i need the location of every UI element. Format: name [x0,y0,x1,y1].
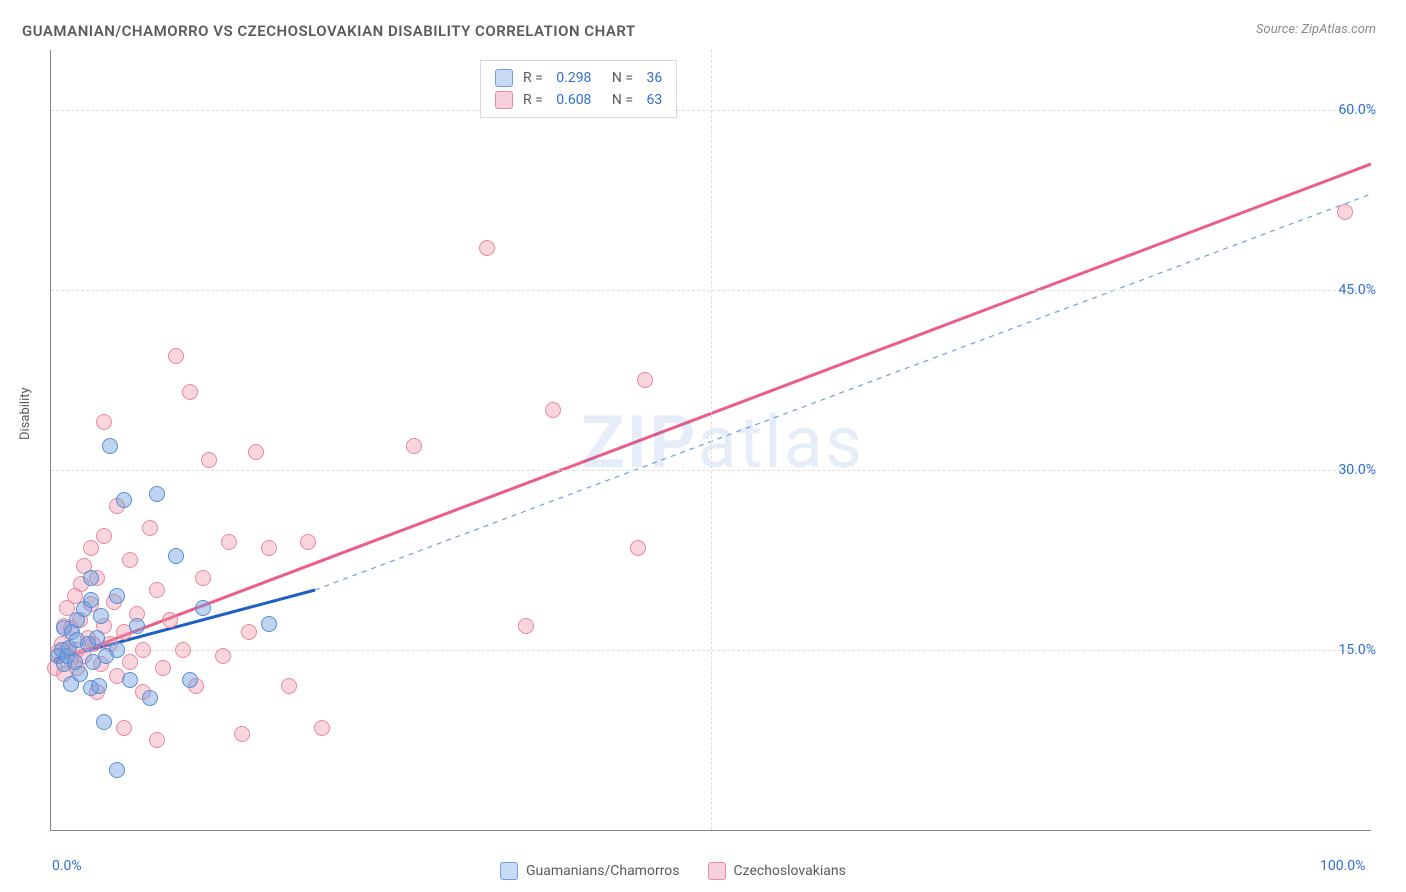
data-point [96,528,112,544]
data-point [168,548,184,564]
data-point [518,618,534,634]
legend-n-value: 63 [646,89,662,111]
data-point [122,654,138,670]
legend-r-value: 0.608 [556,89,591,111]
data-point [175,642,191,658]
data-point [96,414,112,430]
y-tick-label: 45.0% [1338,282,1376,298]
watermark: ZIPatlas [581,400,864,485]
legend-n-value: 36 [646,67,662,89]
data-point [93,608,109,624]
y-axis-label: Disability [18,387,33,440]
data-point [201,452,217,468]
legend-series-label: Czechoslovakians [734,863,846,879]
watermark-prefix: ZIP [581,400,697,485]
legend-swatch [495,69,513,87]
legend-swatch [708,862,726,880]
y-tick-label: 60.0% [1338,102,1376,118]
legend-correlation: R = 0.298 N = 36R = 0.608 N = 63 [480,60,677,118]
y-tick-label: 30.0% [1338,462,1376,478]
data-point [221,534,237,550]
data-point [116,492,132,508]
data-point [195,600,211,616]
data-point [116,720,132,736]
data-point [1337,204,1353,220]
data-point [149,486,165,502]
data-point [109,642,125,658]
data-point [234,726,250,742]
data-point [149,732,165,748]
data-point [109,762,125,778]
data-point [135,642,151,658]
legend-n-label: N = [601,89,636,111]
data-point [182,672,198,688]
chart-title: GUAMANIAN/CHAMORRO VS CZECHOSLOVAKIAN DI… [22,22,636,40]
data-point [545,402,561,418]
legend-r-label: R = [523,89,546,111]
data-point [162,612,178,628]
watermark-suffix: atlas [697,400,864,485]
data-point [261,616,277,632]
data-point [155,660,171,676]
data-point [248,444,264,460]
y-tick-label: 15.0% [1338,642,1376,658]
data-point [149,582,165,598]
legend-series-item: Guamanians/Chamorros [500,862,680,880]
data-point [195,570,211,586]
data-point [261,540,277,556]
data-point [102,438,118,454]
x-tick-label: 100.0% [1320,858,1365,874]
data-point [142,690,158,706]
legend-r-label: R = [523,67,546,89]
x-tick-label: 0.0% [52,858,82,874]
data-point [630,540,646,556]
data-point [182,384,198,400]
legend-series: Guamanians/Chamorros Czechoslovakians [500,862,846,880]
data-point [89,630,105,646]
legend-swatch [495,91,513,109]
data-point [406,438,422,454]
data-point [215,648,231,664]
data-point [281,678,297,694]
plot-area: ZIPatlas [50,50,1371,831]
data-point [168,348,184,364]
legend-series-item: Czechoslovakians [708,862,846,880]
data-point [241,624,257,640]
data-point [637,372,653,388]
data-point [129,618,145,634]
data-point [300,534,316,550]
data-point [72,666,88,682]
legend-correlation-row: R = 0.298 N = 36 [495,67,662,89]
legend-n-label: N = [601,67,636,89]
data-point [479,240,495,256]
legend-r-value: 0.298 [556,67,591,89]
legend-swatch [500,862,518,880]
data-point [96,714,112,730]
data-point [142,520,158,536]
grid-line-vertical [711,50,712,830]
data-point [83,540,99,556]
data-point [83,570,99,586]
data-point [314,720,330,736]
data-point [83,592,99,608]
legend-series-label: Guamanians/Chamorros [526,863,680,879]
source-label: Source: ZipAtlas.com [1256,22,1376,37]
legend-correlation-row: R = 0.608 N = 63 [495,89,662,111]
data-point [109,588,125,604]
data-point [122,552,138,568]
data-point [91,678,107,694]
data-point [122,672,138,688]
